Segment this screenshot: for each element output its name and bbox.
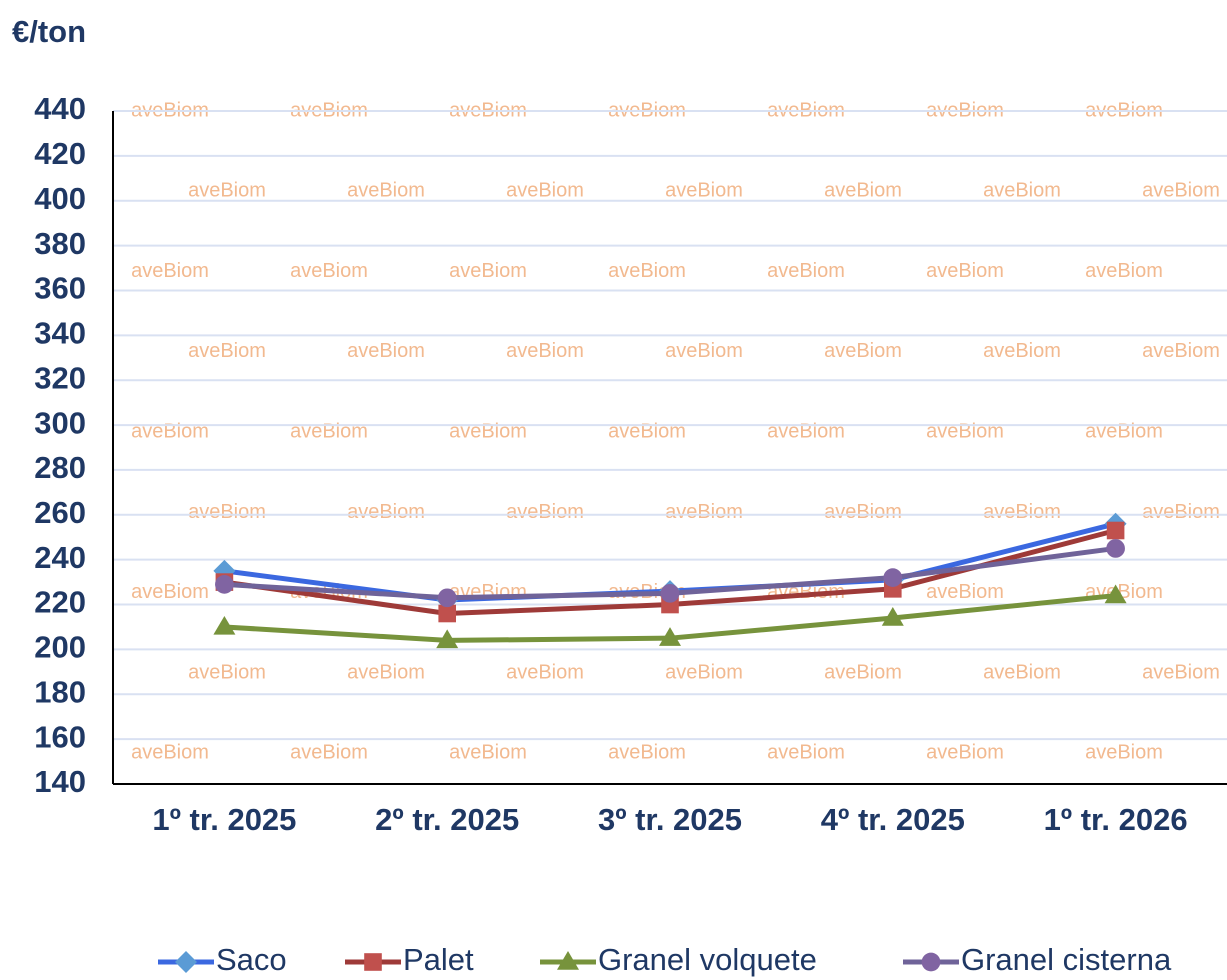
legend-label: Granel volquete xyxy=(598,942,817,977)
marker xyxy=(557,951,579,970)
watermark: aveBiom xyxy=(1085,742,1163,764)
marker xyxy=(881,606,904,626)
marker xyxy=(1104,584,1127,604)
y-tick-label: 380 xyxy=(34,226,86,261)
watermark: aveBiom xyxy=(347,340,425,362)
watermark: aveBiom xyxy=(1085,260,1163,282)
watermark: aveBiom xyxy=(767,260,845,282)
watermark: aveBiom xyxy=(926,581,1004,603)
marker xyxy=(215,574,234,594)
watermark: aveBiom xyxy=(290,260,368,282)
x-tick-label: 1º tr. 2026 xyxy=(1044,802,1188,837)
marker xyxy=(883,568,903,587)
watermark: aveBiom xyxy=(926,260,1004,282)
watermark: aveBiom xyxy=(131,581,209,603)
marker xyxy=(364,953,382,971)
watermark: aveBiom xyxy=(506,661,584,683)
marker xyxy=(438,604,456,623)
y-tick-label: 240 xyxy=(34,540,86,575)
legend-label: Saco xyxy=(216,942,287,977)
watermark: aveBiom xyxy=(983,501,1061,523)
y-tick-label: 280 xyxy=(34,450,86,485)
y-tick-label: 140 xyxy=(34,764,86,799)
x-tick-label: 2º tr. 2025 xyxy=(375,802,519,837)
marker xyxy=(1106,539,1125,558)
watermark: aveBiom xyxy=(449,742,527,764)
marker xyxy=(175,951,197,973)
legend-label: Palet xyxy=(403,942,474,977)
watermark: aveBiom xyxy=(290,420,368,442)
watermark: aveBiom xyxy=(608,260,686,282)
watermark: aveBiom xyxy=(824,180,902,202)
watermark: aveBiom xyxy=(506,501,584,523)
watermark: aveBiom xyxy=(824,501,902,523)
watermark: aveBiom xyxy=(1142,180,1220,202)
watermark: aveBiom xyxy=(824,661,902,683)
watermark: aveBiom xyxy=(608,742,686,764)
watermark: aveBiom xyxy=(983,661,1061,683)
watermark: aveBiom xyxy=(347,180,425,202)
watermark: aveBiom xyxy=(290,742,368,764)
watermark: aveBiom xyxy=(665,661,743,683)
watermark: aveBiom xyxy=(665,501,743,523)
marker xyxy=(436,629,459,649)
watermark: aveBiom xyxy=(347,501,425,523)
watermark: aveBiom xyxy=(983,340,1061,362)
watermark: aveBiom xyxy=(983,180,1061,202)
marker xyxy=(213,615,236,635)
watermark: aveBiom xyxy=(449,260,527,282)
legend-label: Granel cisterna xyxy=(961,942,1172,977)
watermark: aveBiom xyxy=(188,501,266,523)
watermark: aveBiom xyxy=(131,420,209,442)
watermark: aveBiom xyxy=(449,420,527,442)
watermark: aveBiom xyxy=(188,180,266,202)
y-axis-label: €/ton xyxy=(12,14,86,49)
watermark: aveBiom xyxy=(188,661,266,683)
y-tick-label: 400 xyxy=(34,181,86,216)
watermark: aveBiom xyxy=(506,180,584,202)
watermark: aveBiom xyxy=(506,340,584,362)
watermark: aveBiom xyxy=(926,420,1004,442)
y-tick-label: 340 xyxy=(34,316,86,351)
marker xyxy=(437,588,457,608)
watermark: aveBiom xyxy=(1142,661,1220,683)
watermark: aveBiom xyxy=(1142,340,1220,362)
x-tick-label: 1º tr. 2025 xyxy=(152,802,296,837)
watermark: aveBiom xyxy=(926,742,1004,764)
y-tick-label: 320 xyxy=(34,360,86,395)
y-tick-label: 420 xyxy=(34,136,86,171)
y-tick-label: 360 xyxy=(34,271,86,306)
watermark: aveBiom xyxy=(347,661,425,683)
y-tick-label: 200 xyxy=(34,630,86,665)
watermark: aveBiom xyxy=(824,340,902,362)
watermark: aveBiom xyxy=(131,260,209,282)
watermark: aveBiom xyxy=(131,742,209,764)
y-tick-label: 300 xyxy=(34,405,86,440)
x-tick-label: 3º tr. 2025 xyxy=(598,802,742,837)
x-tick-label: 4º tr. 2025 xyxy=(821,802,965,837)
y-tick-label: 180 xyxy=(34,674,86,709)
watermark: aveBiom xyxy=(767,420,845,442)
marker xyxy=(660,583,680,603)
marker xyxy=(921,952,941,972)
marker xyxy=(659,627,681,646)
watermark: aveBiom xyxy=(665,340,743,362)
watermark: aveBiom xyxy=(1142,501,1220,523)
y-tick-label: 160 xyxy=(34,719,86,754)
y-tick-label: 220 xyxy=(34,585,86,620)
y-tick-label: 440 xyxy=(34,91,86,126)
watermark: aveBiom xyxy=(767,742,845,764)
y-tick-label: 260 xyxy=(34,495,86,530)
watermark: aveBiom xyxy=(188,340,266,362)
watermark: aveBiom xyxy=(1085,420,1163,442)
watermark: aveBiom xyxy=(665,180,743,202)
watermark: aveBiom xyxy=(608,420,686,442)
marker xyxy=(1106,521,1125,540)
